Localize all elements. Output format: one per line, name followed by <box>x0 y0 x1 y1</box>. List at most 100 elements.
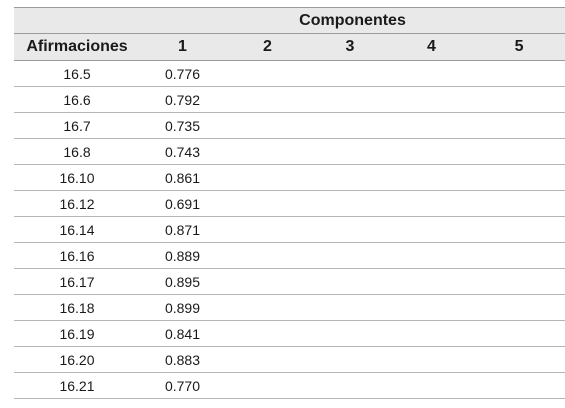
component-2-cell <box>225 294 310 321</box>
component-3-cell <box>310 112 390 139</box>
statement-cell: 16.20 <box>14 346 140 373</box>
component-1-cell: 0.792 <box>140 86 225 113</box>
component-5-cell <box>473 242 565 269</box>
column-header-4: 4 <box>390 33 473 61</box>
component-2-cell <box>225 216 310 243</box>
table-row: 16.6 0.792 <box>14 86 565 113</box>
table-body: 16.5 0.776 16.6 0.792 16.7 0.735 16.8 0.743 16.1… <box>14 60 565 399</box>
component-2-cell <box>225 320 310 347</box>
table-row: 16.14 0.871 <box>14 216 565 243</box>
component-5-cell <box>473 268 565 295</box>
component-2-cell <box>225 164 310 191</box>
component-2-cell <box>225 190 310 217</box>
component-1-cell: 0.883 <box>140 346 225 373</box>
table-row: 16.19 0.841 <box>14 320 565 347</box>
statement-cell: 16.18 <box>14 294 140 321</box>
component-4-cell <box>390 372 473 399</box>
component-1-cell: 0.895 <box>140 268 225 295</box>
component-5-cell <box>473 138 565 165</box>
component-3-cell <box>310 346 390 373</box>
group-header-componentes: Componentes <box>140 7 565 34</box>
component-4-cell <box>390 320 473 347</box>
table-row: 16.8 0.743 <box>14 138 565 165</box>
column-header-1: 1 <box>140 33 225 61</box>
component-2-cell <box>225 112 310 139</box>
table-row: 16.5 0.776 <box>14 60 565 87</box>
component-5-cell <box>473 294 565 321</box>
group-header-row: Componentes <box>14 7 565 34</box>
component-4-cell <box>390 86 473 113</box>
statement-cell: 16.8 <box>14 138 140 165</box>
component-2-cell <box>225 372 310 399</box>
component-4-cell <box>390 138 473 165</box>
component-1-cell: 0.691 <box>140 190 225 217</box>
component-1-cell: 0.841 <box>140 320 225 347</box>
component-4-cell <box>390 216 473 243</box>
component-4-cell <box>390 190 473 217</box>
component-5-cell <box>473 372 565 399</box>
component-2-cell <box>225 346 310 373</box>
column-header-2: 2 <box>225 33 310 61</box>
component-5-cell <box>473 346 565 373</box>
table-row: 16.16 0.889 <box>14 242 565 269</box>
group-header-spacer <box>14 7 140 34</box>
component-2-cell <box>225 138 310 165</box>
component-1-cell: 0.889 <box>140 242 225 269</box>
component-loadings-table: Componentes Afirmaciones 1 2 3 4 5 16.5 0… <box>14 7 565 399</box>
statement-cell: 16.19 <box>14 320 140 347</box>
component-5-cell <box>473 320 565 347</box>
component-1-cell: 0.899 <box>140 294 225 321</box>
component-3-cell <box>310 164 390 191</box>
table-row: 16.12 0.691 <box>14 190 565 217</box>
column-header-row: Afirmaciones 1 2 3 4 5 <box>14 33 565 61</box>
component-4-cell <box>390 268 473 295</box>
component-5-cell <box>473 60 565 87</box>
component-3-cell <box>310 242 390 269</box>
component-2-cell <box>225 60 310 87</box>
statement-cell: 16.6 <box>14 86 140 113</box>
component-5-cell <box>473 164 565 191</box>
table-row: 16.20 0.883 <box>14 346 565 373</box>
component-1-cell: 0.871 <box>140 216 225 243</box>
component-3-cell <box>310 268 390 295</box>
component-5-cell <box>473 112 565 139</box>
statement-cell: 16.10 <box>14 164 140 191</box>
component-4-cell <box>390 346 473 373</box>
component-3-cell <box>310 190 390 217</box>
component-4-cell <box>390 294 473 321</box>
statement-cell: 16.16 <box>14 242 140 269</box>
statement-cell: 16.12 <box>14 190 140 217</box>
table-row: 16.17 0.895 <box>14 268 565 295</box>
component-4-cell <box>390 112 473 139</box>
component-2-cell <box>225 242 310 269</box>
component-4-cell <box>390 164 473 191</box>
table-header: Componentes Afirmaciones 1 2 3 4 5 <box>14 7 565 61</box>
component-3-cell <box>310 60 390 87</box>
component-3-cell <box>310 372 390 399</box>
component-2-cell <box>225 86 310 113</box>
statement-cell: 16.14 <box>14 216 140 243</box>
component-3-cell <box>310 320 390 347</box>
component-1-cell: 0.776 <box>140 60 225 87</box>
statement-cell: 16.5 <box>14 60 140 87</box>
table-row: 16.10 0.861 <box>14 164 565 191</box>
component-loadings-table-wrapper: Componentes Afirmaciones 1 2 3 4 5 16.5 0… <box>14 7 565 399</box>
component-1-cell: 0.770 <box>140 372 225 399</box>
component-1-cell: 0.735 <box>140 112 225 139</box>
component-4-cell <box>390 242 473 269</box>
statement-cell: 16.7 <box>14 112 140 139</box>
column-header-afirmaciones: Afirmaciones <box>14 33 140 61</box>
component-5-cell <box>473 216 565 243</box>
statement-cell: 16.17 <box>14 268 140 295</box>
column-header-3: 3 <box>310 33 390 61</box>
component-5-cell <box>473 190 565 217</box>
component-3-cell <box>310 138 390 165</box>
component-3-cell <box>310 86 390 113</box>
component-1-cell: 0.743 <box>140 138 225 165</box>
component-2-cell <box>225 268 310 295</box>
table-row: 16.7 0.735 <box>14 112 565 139</box>
column-header-5: 5 <box>473 33 565 61</box>
component-5-cell <box>473 86 565 113</box>
table-row: 16.18 0.899 <box>14 294 565 321</box>
table-row: 16.21 0.770 <box>14 372 565 399</box>
